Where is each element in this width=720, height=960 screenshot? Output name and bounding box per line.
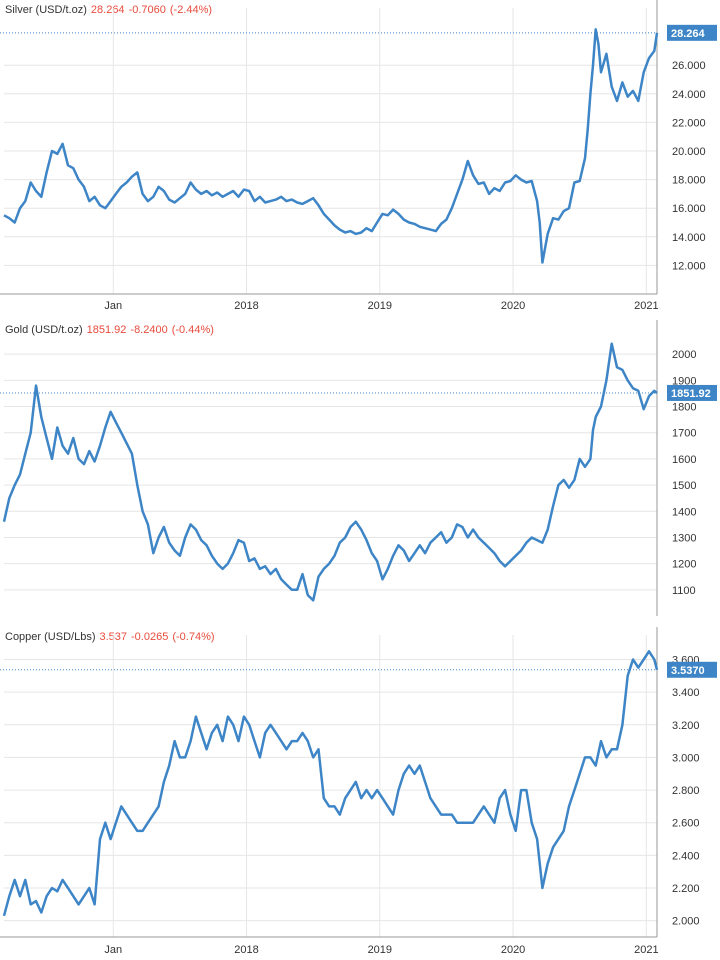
gold-y-tick-label: 1300	[672, 532, 696, 544]
copper-x-tick-label: 2018	[234, 944, 258, 956]
copper-change: -0.0265	[131, 631, 169, 643]
copper-x-tick-label: 2020	[501, 944, 525, 956]
gold-name: Gold (USD/t.oz)	[5, 324, 83, 336]
gold-y-tick-label: 1600	[672, 454, 696, 466]
gold-y-tick-label: 1500	[672, 480, 696, 492]
copper-y-tick-label: 2.400	[672, 850, 700, 862]
gold-y-tick-label: 2000	[672, 349, 696, 361]
gold-y-tick-label: 1100	[672, 585, 696, 597]
silver-x-tick-label: 2020	[501, 300, 525, 312]
silver-y-tick-label: 20.000	[672, 146, 706, 158]
gold-y-tick-label: 1200	[672, 559, 696, 571]
copper-x-tick-label: 2019	[368, 944, 392, 956]
gold-y-tick-label: 1800	[672, 402, 696, 414]
copper-name: Copper (USD/Lbs)	[5, 631, 96, 643]
silver-series-line	[3, 28, 659, 264]
silver-x-tick-label: 2019	[368, 300, 392, 312]
copper-y-tick-label: 2.600	[672, 818, 700, 830]
copper-y-tick-label: 3.200	[672, 720, 700, 732]
silver-y-tick-label: 14.000	[672, 232, 706, 244]
gold-chart-panel: Gold (USD/t.oz) 1851.92 -8.2400 (-0.44%) 11…	[0, 320, 720, 625]
silver-header: Silver (USD/t.oz) 28.264 -0.7060 (-2.44%)	[5, 4, 212, 16]
copper-y-tick-label: 3.400	[672, 687, 700, 699]
copper-y-tick-label: 2.800	[672, 785, 700, 797]
copper-last-value-badge	[667, 661, 717, 678]
silver-price: 28.264	[90, 4, 125, 16]
copper-y-tick-label: 2.000	[672, 916, 700, 928]
silver-x-tick-label: 2018	[234, 300, 258, 312]
silver-x-tick-label: Jan	[104, 300, 122, 312]
gold-y-tick-label: 1700	[672, 428, 696, 440]
silver-y-tick-label: 18.000	[672, 175, 706, 187]
copper-chart-panel: Copper (USD/Lbs) 3.537 -0.0265 (-0.74%) 2.0…	[0, 627, 720, 960]
silver-chart-panel: Silver (USD/t.oz) 28.264 -0.7060 (-2.44%) 1…	[0, 0, 720, 320]
copper-header: Copper (USD/Lbs) 3.537 -0.0265 (-0.74%)	[5, 631, 215, 643]
gold-series-line	[2, 342, 658, 602]
gold-change: -8.2400	[130, 324, 168, 336]
copper-last-value-label: 3.5370	[671, 665, 705, 677]
silver-y-tick-label: 22.000	[672, 117, 706, 129]
copper-x-tick-label: 2021	[634, 944, 658, 956]
copper-chart-svg: 2.000 2.200 2.400 2.600 2.800 3.000 3.200 3.400…	[0, 627, 717, 956]
silver-y-tick-label: 26.000	[672, 60, 706, 72]
gold-price: 1851.92	[86, 324, 127, 336]
copper-x-tick-label: Jan	[104, 944, 122, 956]
silver-change: -0.7060	[128, 4, 166, 16]
gold-last-value-badge	[667, 384, 717, 401]
copper-series-line	[2, 650, 659, 917]
gold-y-tick-label: 1400	[672, 506, 696, 518]
silver-x-tick-label: 2021	[634, 300, 658, 312]
silver-name: Silver (USD/t.oz)	[5, 4, 87, 16]
gold-chart-svg: 1100 1200 1300 1400 1500 1600 1700 1800 1900 2000…	[0, 320, 717, 616]
gold-last-value-label: 1851.92	[671, 388, 711, 400]
gold-header: Gold (USD/t.oz) 1851.92 -8.2400 (-0.44%)	[5, 324, 214, 336]
copper-y-tick-label: 3.000	[672, 752, 700, 764]
silver-y-tick-label: 16.000	[672, 203, 706, 215]
silver-y-tick-label: 12.000	[672, 260, 706, 272]
silver-chart-svg: 12.000 14.000 16.000 18.000 20.000 22.000 24.0…	[0, 0, 717, 312]
gold-change-pct: (-0.44%)	[171, 324, 214, 336]
silver-y-tick-label: 24.000	[672, 89, 706, 101]
silver-last-value-badge	[667, 24, 717, 41]
copper-y-tick-label: 2.200	[672, 883, 700, 895]
gold-y-tick-label: 1900	[672, 375, 696, 387]
silver-change-pct: (-2.44%)	[169, 4, 213, 16]
copper-change-pct: (-0.74%)	[172, 631, 215, 643]
silver-last-value-label: 28.264	[671, 28, 706, 40]
